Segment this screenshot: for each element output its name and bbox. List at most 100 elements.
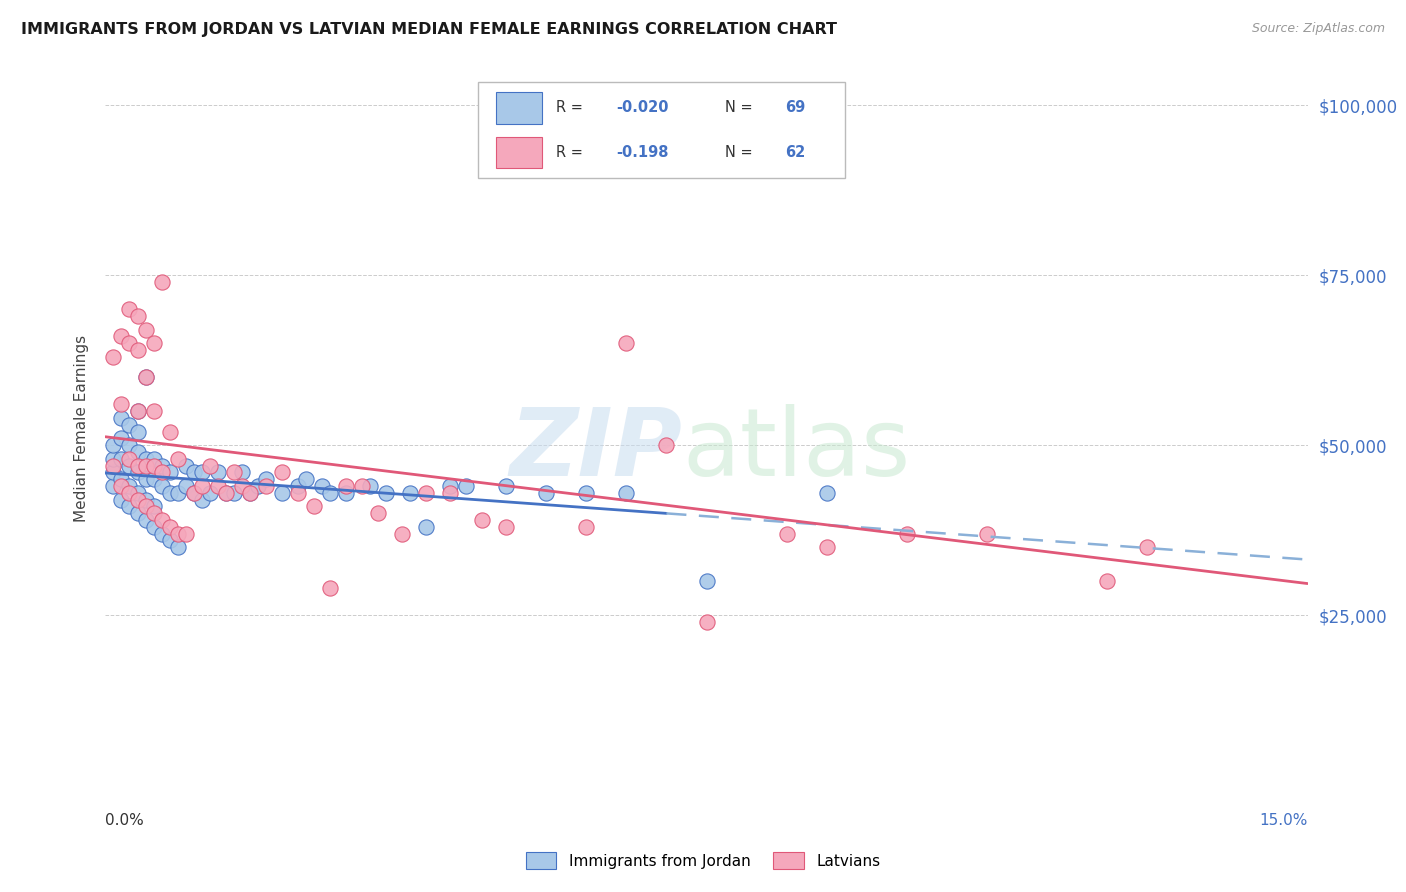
FancyBboxPatch shape bbox=[496, 93, 541, 124]
Point bbox=[166, 485, 188, 500]
Point bbox=[270, 485, 292, 500]
Point bbox=[335, 479, 357, 493]
Text: R =: R = bbox=[557, 145, 588, 160]
Point bbox=[110, 411, 132, 425]
Point bbox=[127, 343, 149, 357]
Point bbox=[135, 500, 157, 514]
Point bbox=[319, 485, 342, 500]
Point bbox=[142, 500, 165, 514]
Point bbox=[135, 370, 157, 384]
Point bbox=[270, 466, 292, 480]
Text: N =: N = bbox=[724, 101, 756, 115]
Point bbox=[142, 404, 165, 418]
Point bbox=[183, 466, 205, 480]
Point bbox=[896, 526, 918, 541]
Text: R =: R = bbox=[557, 101, 588, 115]
Point bbox=[135, 458, 157, 473]
Point bbox=[696, 615, 718, 629]
Point bbox=[142, 458, 165, 473]
Text: -0.020: -0.020 bbox=[616, 101, 669, 115]
Point bbox=[103, 451, 125, 466]
Point bbox=[439, 479, 461, 493]
Point bbox=[495, 479, 517, 493]
Point bbox=[159, 425, 181, 439]
Point bbox=[575, 485, 598, 500]
Point bbox=[135, 451, 157, 466]
FancyBboxPatch shape bbox=[478, 82, 845, 178]
Point bbox=[159, 485, 181, 500]
Point bbox=[183, 485, 205, 500]
Point bbox=[142, 451, 165, 466]
Point bbox=[222, 485, 245, 500]
Point bbox=[166, 451, 188, 466]
Point bbox=[118, 500, 141, 514]
Point bbox=[287, 485, 309, 500]
Point bbox=[127, 404, 149, 418]
Point bbox=[295, 472, 318, 486]
Point bbox=[127, 404, 149, 418]
Point bbox=[254, 479, 277, 493]
Point bbox=[222, 466, 245, 480]
Y-axis label: Median Female Earnings: Median Female Earnings bbox=[75, 334, 90, 522]
Point bbox=[118, 451, 141, 466]
Point bbox=[103, 479, 125, 493]
Point bbox=[239, 485, 262, 500]
Point bbox=[815, 540, 838, 554]
Point bbox=[391, 526, 413, 541]
Point bbox=[118, 302, 141, 317]
Point bbox=[118, 336, 141, 351]
Point bbox=[135, 492, 157, 507]
Text: -0.198: -0.198 bbox=[616, 145, 669, 160]
Point bbox=[103, 466, 125, 480]
Text: Source: ZipAtlas.com: Source: ZipAtlas.com bbox=[1251, 22, 1385, 36]
Point bbox=[135, 472, 157, 486]
Point bbox=[110, 479, 132, 493]
Point bbox=[359, 479, 381, 493]
Point bbox=[207, 479, 229, 493]
Point bbox=[302, 500, 325, 514]
Point bbox=[214, 485, 236, 500]
Point bbox=[118, 417, 141, 432]
Text: 0.0%: 0.0% bbox=[105, 814, 145, 828]
Point bbox=[127, 458, 149, 473]
Point bbox=[254, 472, 277, 486]
Point bbox=[415, 485, 437, 500]
Text: 62: 62 bbox=[785, 145, 804, 160]
Point bbox=[374, 485, 398, 500]
Point bbox=[399, 485, 422, 500]
Point bbox=[1097, 574, 1119, 588]
Text: 15.0%: 15.0% bbox=[1260, 814, 1308, 828]
Point bbox=[367, 506, 389, 520]
Point bbox=[150, 526, 173, 541]
Point bbox=[150, 466, 173, 480]
Point bbox=[127, 309, 149, 323]
Point bbox=[159, 466, 181, 480]
Point bbox=[534, 485, 557, 500]
Point bbox=[135, 513, 157, 527]
Point bbox=[976, 526, 998, 541]
Point bbox=[174, 526, 197, 541]
Point bbox=[415, 519, 437, 533]
Point bbox=[616, 336, 638, 351]
Point bbox=[776, 526, 799, 541]
Point bbox=[696, 574, 718, 588]
Legend: Immigrants from Jordan, Latvians: Immigrants from Jordan, Latvians bbox=[520, 846, 886, 875]
Point bbox=[198, 458, 221, 473]
Point bbox=[575, 519, 598, 533]
Text: atlas: atlas bbox=[682, 403, 911, 496]
Point bbox=[142, 519, 165, 533]
Point bbox=[127, 445, 149, 459]
Point bbox=[135, 323, 157, 337]
Point bbox=[495, 519, 517, 533]
Point bbox=[142, 472, 165, 486]
Point bbox=[311, 479, 333, 493]
Point bbox=[118, 479, 141, 493]
Point bbox=[246, 479, 269, 493]
Point bbox=[103, 458, 125, 473]
Point bbox=[174, 479, 197, 493]
Point bbox=[159, 519, 181, 533]
Point bbox=[118, 485, 141, 500]
Point bbox=[127, 485, 149, 500]
Point bbox=[231, 466, 253, 480]
Point bbox=[655, 438, 678, 452]
